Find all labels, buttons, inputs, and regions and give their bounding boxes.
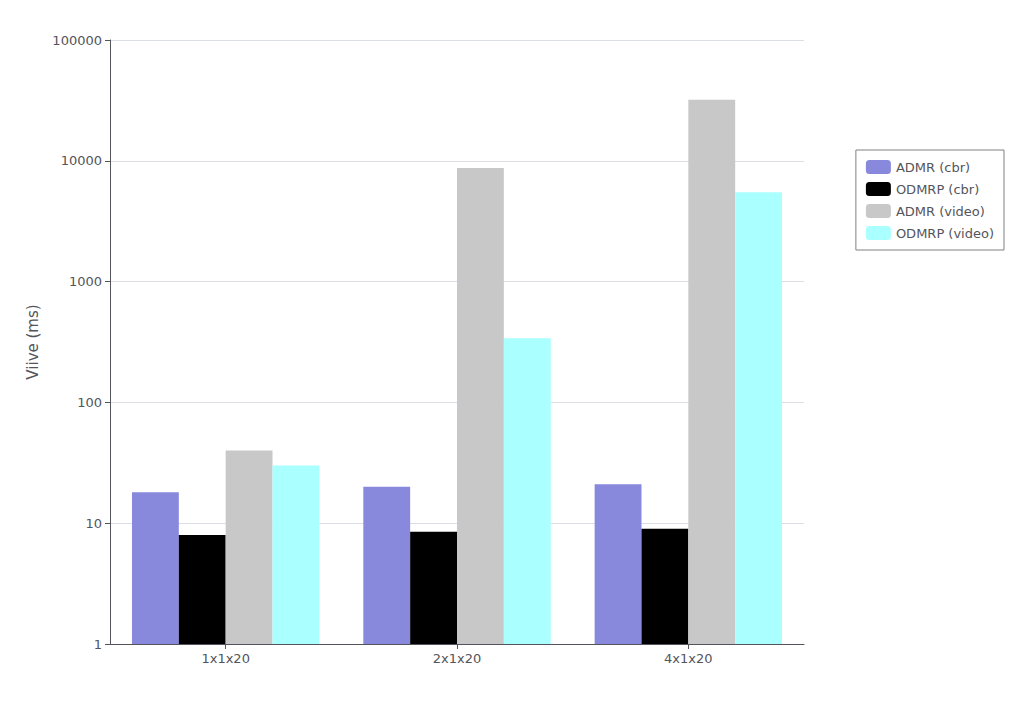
svg-text:4x1x20: 4x1x20 <box>664 651 712 666</box>
svg-text:ADMR (cbr): ADMR (cbr) <box>896 160 970 175</box>
svg-text:10: 10 <box>85 516 102 531</box>
svg-text:1: 1 <box>94 637 102 652</box>
svg-text:1000: 1000 <box>69 274 102 289</box>
svg-text:1x1x20: 1x1x20 <box>201 651 249 666</box>
svg-text:ADMR (video): ADMR (video) <box>896 204 985 219</box>
svg-text:100000: 100000 <box>52 33 102 48</box>
svg-text:ODMRP (cbr): ODMRP (cbr) <box>896 182 979 197</box>
svg-text:2x1x20: 2x1x20 <box>433 651 481 666</box>
svg-text:Viive (ms): Viive (ms) <box>24 304 42 379</box>
svg-text:ODMRP (video): ODMRP (video) <box>896 226 994 241</box>
svg-text:100: 100 <box>77 395 102 410</box>
svg-text:10000: 10000 <box>61 153 102 168</box>
